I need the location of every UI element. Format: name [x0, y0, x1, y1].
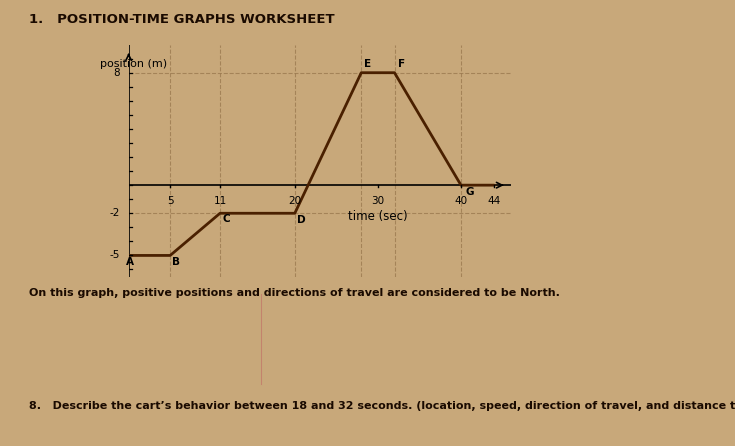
Text: -5: -5: [110, 251, 121, 260]
Text: 5: 5: [167, 196, 173, 206]
Text: A: A: [126, 257, 134, 267]
Text: 11: 11: [213, 196, 226, 206]
Text: G: G: [465, 187, 473, 197]
Text: E: E: [364, 59, 371, 69]
Text: position (m): position (m): [99, 59, 167, 69]
Text: -2: -2: [110, 208, 121, 218]
Text: 1.   POSITION-TIME GRAPHS WORKSHEET: 1. POSITION-TIME GRAPHS WORKSHEET: [29, 13, 335, 26]
Text: C: C: [223, 214, 230, 224]
Text: On this graph, positive positions and directions of travel are considered to be : On this graph, positive positions and di…: [29, 288, 560, 297]
Text: 20: 20: [288, 196, 301, 206]
Text: F: F: [398, 59, 405, 69]
Text: 8: 8: [114, 68, 121, 78]
Text: 30: 30: [371, 196, 384, 206]
Text: time (sec): time (sec): [348, 211, 408, 223]
Text: 40: 40: [454, 196, 467, 206]
Text: 8.   Describe the cart’s behavior between 18 and 32 seconds. (location, speed, d: 8. Describe the cart’s behavior between …: [29, 401, 735, 411]
Text: B: B: [172, 257, 180, 267]
Text: D: D: [297, 215, 306, 225]
Text: 44: 44: [487, 196, 501, 206]
